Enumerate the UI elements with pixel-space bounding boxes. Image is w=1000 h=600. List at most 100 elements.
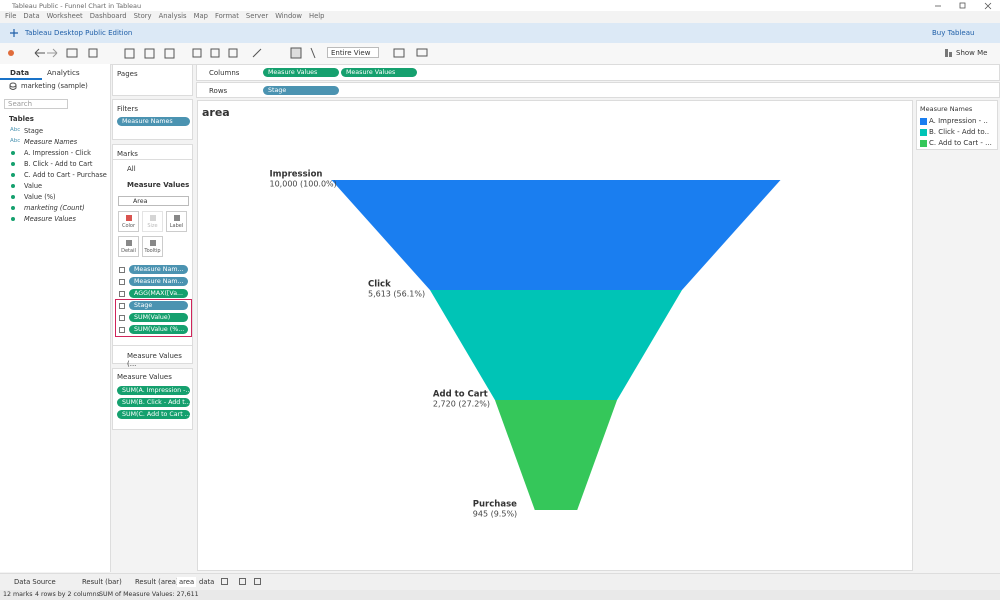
view-mode: Entire View (331, 49, 371, 57)
pages-card: Pages (112, 64, 193, 96)
pill-icon (119, 267, 125, 273)
mark-button-label: Color (121, 223, 136, 229)
sheet-tab[interactable]: Data Source (14, 578, 56, 586)
tables-header: Tables (9, 115, 34, 123)
column-pill[interactable]: Measure Values (341, 68, 417, 77)
field-name[interactable]: marketing (Count) (24, 204, 85, 212)
measure-value-pill[interactable]: SUM(B. Click - Add t... (117, 398, 190, 407)
mark-button[interactable]: Tooltip (142, 236, 163, 257)
legend-label[interactable]: C. Add to Cart - ... (929, 139, 992, 147)
menu-item[interactable]: File (5, 12, 17, 20)
field-icon (11, 173, 15, 177)
pill-icon (119, 327, 125, 333)
buy-link[interactable]: Buy Tableau (932, 29, 975, 37)
field-name[interactable]: C. Add to Cart - Purchase (24, 171, 107, 179)
filter-pill[interactable]: Measure Names (117, 117, 190, 126)
value-label: 10,000 (100.0%) (270, 180, 337, 189)
field-name[interactable]: Measure Names (24, 138, 78, 146)
funnel-segment (331, 180, 781, 290)
legend-label[interactable]: B. Click - Add to.. (929, 128, 990, 136)
new-sheet-icon[interactable] (254, 578, 261, 585)
field-row: Value (%) (0, 192, 110, 202)
tableau-logo (10, 29, 18, 37)
sheet-tab[interactable]: area (177, 577, 197, 587)
sheet-tabs: Data Source Result (bar) Result (area) area… (0, 573, 1000, 590)
marks-all[interactable]: All (127, 165, 136, 173)
field-name[interactable]: A. Impression - Click (24, 149, 91, 157)
sheet-title: area (202, 106, 230, 119)
data-pane: Data Analytics marketing (sample) Search… (0, 64, 111, 572)
menu-item[interactable]: Help (309, 12, 325, 20)
marks-pill[interactable]: Measure Nam... (129, 265, 188, 274)
mark-button[interactable]: Label (166, 211, 187, 232)
measure-values-card: Measure Values SUM(A. Impression -... SUM… (112, 368, 193, 430)
menu-item[interactable]: Dashboard (89, 12, 127, 20)
marks-measure-values[interactable]: Measure Values (127, 181, 190, 189)
pill-icon (119, 279, 125, 285)
field-row: marketing (Count) (0, 203, 110, 213)
view-dropdown[interactable]: Entire View (327, 47, 379, 58)
stage-label: Impression (270, 170, 323, 180)
search-placeholder: Search (8, 100, 33, 108)
menu-item[interactable]: Data (23, 12, 40, 20)
field-name[interactable]: B. Click - Add to Cart (24, 160, 93, 168)
pill-icon (119, 303, 125, 309)
toolbar: Entire View Show Me (0, 43, 1000, 65)
new-sheet-icon[interactable] (239, 578, 246, 585)
menu-item[interactable]: Window (275, 12, 302, 20)
analytics-tab[interactable]: Analytics (47, 68, 80, 77)
field-name[interactable]: Measure Values (24, 215, 76, 223)
mark-button[interactable]: Size (142, 211, 163, 232)
search-box[interactable]: Search (4, 99, 68, 109)
highlight-box (115, 299, 192, 337)
field-name[interactable]: Stage (24, 127, 44, 135)
marks-pill[interactable]: AGG(MAX([Va... (129, 289, 188, 298)
marks-pill[interactable]: SUM(Value) (129, 313, 188, 322)
divider (113, 345, 192, 346)
menu-item[interactable]: Analysis (158, 12, 187, 20)
mark-button-icon (149, 215, 156, 221)
value-label: 945 (9.5%) (473, 510, 517, 519)
measure-values-title: Measure Values (117, 373, 172, 381)
menu-item[interactable]: Map (193, 12, 208, 20)
sheet-tab[interactable]: data (199, 578, 215, 586)
window-controls[interactable] (930, 1, 1000, 11)
mark-type-dropdown[interactable]: Area (118, 196, 189, 206)
marks-footer[interactable]: Measure Values (... (127, 352, 182, 368)
legend-label[interactable]: A. Impression - .. (929, 117, 988, 125)
measure-value-pill[interactable]: SUM(C. Add to Cart ... (117, 410, 190, 419)
data-source[interactable]: marketing (sample) (21, 82, 88, 90)
marks-pill[interactable]: Stage (129, 301, 188, 310)
field-name[interactable]: Value (24, 182, 43, 190)
menu-item[interactable]: Format (214, 12, 239, 20)
stage-label: Click (368, 280, 391, 290)
sheet-tab[interactable]: Result (bar) (82, 578, 122, 586)
funnel-segment (494, 400, 618, 510)
data-tab[interactable]: Data (10, 68, 30, 77)
field-name[interactable]: Value (%) (24, 193, 56, 201)
measure-value-pill[interactable]: SUM(A. Impression -... (117, 386, 190, 395)
field-icon (11, 217, 15, 221)
rows-label: Rows (209, 87, 228, 95)
mark-button[interactable]: Color (118, 211, 139, 232)
show-me[interactable]: Show Me (956, 49, 988, 57)
sheet-tab[interactable]: Result (area) (135, 578, 179, 586)
field-icon: Abc (10, 138, 21, 144)
new-sheet-icon[interactable] (221, 578, 228, 585)
field-icon (11, 184, 15, 188)
toolbar-icons-right (393, 48, 428, 58)
column-pill[interactable]: Measure Values (263, 68, 339, 77)
pages-title: Pages (117, 70, 138, 78)
field-row: Abc Stage (0, 126, 110, 136)
row-pill[interactable]: Stage (263, 86, 339, 95)
marks-pill[interactable]: Measure Nam... (129, 277, 188, 286)
mark-button-label: Detail (121, 248, 136, 254)
field-row: A. Impression - Click (0, 148, 110, 158)
menu-item[interactable]: Story (133, 12, 152, 20)
menu-item[interactable]: Server (245, 12, 269, 20)
mark-button[interactable]: Detail (118, 236, 139, 257)
menu-item[interactable]: Worksheet (46, 12, 83, 20)
marks-pill[interactable]: SUM(Value (%... (129, 325, 188, 334)
filters-card: Filters Measure Names (112, 99, 193, 140)
